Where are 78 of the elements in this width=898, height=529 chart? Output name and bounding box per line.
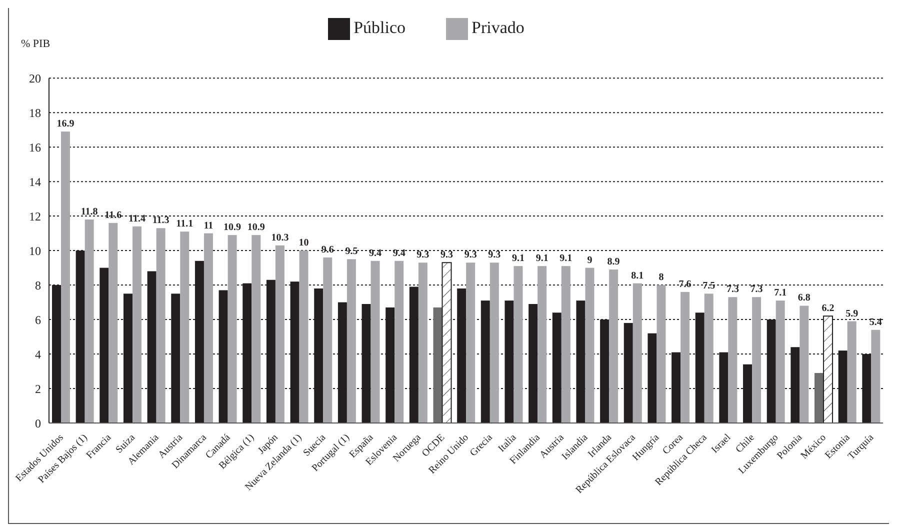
bar bbox=[800, 306, 809, 423]
bar bbox=[418, 262, 428, 423]
y-tick-label: 0 bbox=[35, 416, 41, 430]
bar bbox=[323, 257, 332, 423]
data-label: 5.9 bbox=[846, 308, 858, 320]
data-label: 11 bbox=[204, 220, 214, 232]
bar bbox=[538, 266, 547, 423]
bar bbox=[204, 233, 213, 423]
bar bbox=[466, 262, 476, 423]
bar bbox=[490, 262, 499, 423]
bar bbox=[480, 300, 490, 423]
bar bbox=[847, 321, 856, 423]
bar bbox=[156, 228, 166, 423]
data-label: 9.3 bbox=[440, 250, 454, 261]
data-label: 9.1 bbox=[512, 253, 524, 264]
y-tick-label: 20 bbox=[29, 71, 41, 86]
bar bbox=[394, 260, 404, 423]
data-label: 11.1 bbox=[176, 218, 194, 230]
data-label: 9.3 bbox=[488, 250, 501, 261]
y-tick-label: 12 bbox=[29, 209, 41, 224]
bar bbox=[346, 259, 356, 423]
data-label: 7.3 bbox=[750, 284, 763, 296]
data-label: 9.4 bbox=[392, 248, 406, 259]
bar bbox=[871, 330, 880, 423]
bar bbox=[299, 250, 308, 423]
data-label: 9.3 bbox=[464, 250, 477, 261]
data-label: 9.1 bbox=[560, 253, 572, 264]
data-label: 11.4 bbox=[128, 213, 146, 224]
data-label: 8 bbox=[658, 272, 664, 284]
bar bbox=[228, 235, 237, 423]
bar bbox=[704, 294, 714, 423]
bar bbox=[108, 222, 118, 423]
bar bbox=[561, 266, 570, 423]
bar bbox=[609, 270, 618, 423]
data-label: 11.8 bbox=[80, 206, 98, 218]
data-label: 16.9 bbox=[56, 118, 74, 130]
bar bbox=[180, 232, 190, 423]
data-label: 6.2 bbox=[822, 303, 834, 314]
bar bbox=[632, 283, 642, 423]
y-tick-label: 6 bbox=[35, 312, 41, 327]
y-tick-label: 18 bbox=[29, 106, 41, 120]
bar bbox=[61, 132, 70, 423]
bar bbox=[132, 226, 142, 423]
y-tick-label: 2 bbox=[35, 382, 41, 396]
legend-label: Público bbox=[354, 18, 406, 37]
data-label: 8.1 bbox=[631, 270, 644, 282]
bar bbox=[514, 266, 523, 423]
bar bbox=[728, 297, 738, 423]
y-tick-label: 8 bbox=[35, 278, 41, 292]
data-label: 10.9 bbox=[224, 222, 242, 234]
data-label: 7.1 bbox=[774, 288, 787, 299]
bar bbox=[680, 292, 690, 423]
y-axis-title: % PIB bbox=[21, 38, 50, 50]
data-label: 10.3 bbox=[271, 232, 289, 244]
bar bbox=[84, 220, 94, 423]
y-tick-label: 14 bbox=[29, 174, 41, 189]
bar bbox=[752, 297, 762, 423]
data-label: 5.4 bbox=[869, 316, 882, 328]
data-label: 9.1 bbox=[536, 253, 548, 264]
data-label: 10 bbox=[298, 238, 309, 249]
data-label: 9.3 bbox=[416, 250, 430, 261]
y-tick-label: 10 bbox=[29, 244, 41, 258]
data-label: 6.8 bbox=[798, 292, 810, 304]
y-tick-label: 16 bbox=[29, 140, 41, 154]
y-tick-label: 4 bbox=[35, 347, 41, 362]
bar bbox=[275, 245, 284, 423]
data-label: 10.9 bbox=[247, 222, 265, 234]
bar bbox=[585, 268, 594, 423]
bar bbox=[370, 260, 380, 423]
data-label: 11.3 bbox=[152, 215, 170, 226]
data-label: 9 bbox=[587, 254, 592, 266]
legend-label: Privado bbox=[472, 18, 524, 37]
bar bbox=[656, 285, 666, 423]
bar bbox=[252, 235, 261, 423]
data-label: 8.9 bbox=[607, 256, 620, 268]
bar bbox=[776, 300, 785, 423]
bar bbox=[457, 288, 466, 423]
data-label: 7.3 bbox=[726, 284, 739, 296]
